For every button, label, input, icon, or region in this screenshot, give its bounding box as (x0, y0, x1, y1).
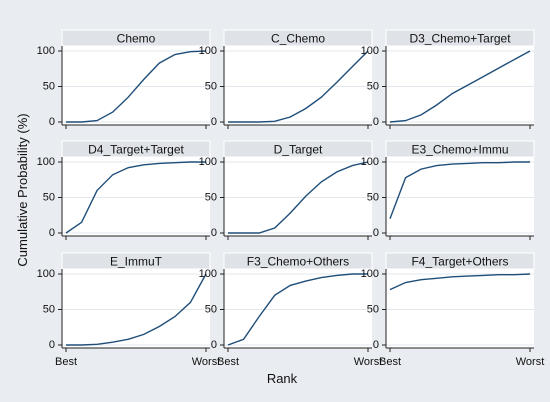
y-tick-label: 100 (199, 156, 217, 168)
panel: C_Chemo 0 50 100 (199, 29, 373, 129)
y-tick-label: 0 (49, 227, 55, 239)
x-axis-title: Rank (267, 371, 298, 386)
panel-title: F3_Chemo+Others (247, 255, 349, 269)
plot-area (224, 269, 372, 348)
y-tick-label: 50 (43, 303, 55, 315)
panel-title: D3_Chemo+Target (409, 32, 511, 46)
y-tick-label: 50 (367, 80, 379, 92)
y-tick-label: 50 (205, 303, 217, 315)
y-tick-label: 0 (373, 227, 379, 239)
panel: D_Target 0 50 100 (199, 140, 373, 240)
series-line (228, 50, 369, 123)
y-tick-label: 100 (199, 268, 217, 280)
y-tick-label: 0 (373, 339, 379, 351)
plot-area (224, 46, 372, 125)
y-axis-title: Cumulative Probability (%) (15, 113, 30, 266)
y-tick-label: 100 (37, 156, 55, 168)
y-tick-label: 100 (37, 45, 55, 57)
plot-area (386, 46, 534, 125)
panel: Chemo 0 50 100 (37, 29, 211, 129)
panel-title: E_ImmuT (110, 255, 163, 269)
x-tick-label-worst: Worst (354, 356, 383, 368)
panel-grid: Chemo 0 50 100 C_Chemo 0 50 100 D3_Chemo+Target 0… (37, 29, 545, 368)
y-tick-label: 100 (361, 268, 379, 280)
panel-title: Chemo (117, 32, 156, 46)
y-tick-label: 0 (211, 116, 217, 128)
y-tick-label: 50 (205, 191, 217, 203)
y-tick-label: 0 (49, 116, 55, 128)
series-line (66, 50, 207, 123)
y-tick-label: 50 (205, 80, 217, 92)
panel: D3_Chemo+Target 0 50 100 (361, 29, 535, 129)
panel: D4_Target+Target 0 50 100 (37, 140, 211, 240)
x-tick-label-worst: Worst (516, 356, 545, 368)
plot-area (62, 269, 210, 348)
panel-title: D4_Target+Target (88, 143, 184, 157)
y-tick-label: 0 (373, 116, 379, 128)
x-tick-label-best: Best (217, 356, 239, 368)
panel: E_ImmuT 0 50 100 Best Worst (37, 252, 221, 368)
panel-title: F4_Target+Others (411, 255, 508, 269)
y-tick-label: 50 (367, 303, 379, 315)
y-tick-label: 100 (199, 45, 217, 57)
x-tick-label-worst: Worst (192, 356, 221, 368)
series-line (228, 161, 369, 234)
plot-area (62, 46, 210, 125)
y-tick-label: 0 (211, 339, 217, 351)
plot-area (62, 157, 210, 236)
series-line (389, 50, 531, 123)
x-tick-label-best: Best (379, 356, 401, 368)
series-line (389, 273, 531, 291)
panel-title: D_Target (274, 143, 323, 157)
plot-area (224, 157, 372, 236)
y-tick-label: 50 (43, 191, 55, 203)
series-line (389, 161, 530, 220)
panel: E3_Chemo+Immu 0 50 100 (361, 140, 535, 240)
y-tick-label: 0 (49, 339, 55, 351)
x-tick-label-best: Best (55, 356, 77, 368)
y-tick-label: 100 (361, 45, 379, 57)
panel: F4_Target+Others 0 50 100 Best Worst (361, 252, 545, 368)
series-line (227, 273, 368, 346)
series-line (65, 161, 206, 234)
series-line (66, 273, 207, 346)
y-tick-label: 50 (367, 191, 379, 203)
panel-title: C_Chemo (271, 32, 325, 46)
y-tick-label: 100 (37, 268, 55, 280)
panel: F3_Chemo+Others 0 50 100 Best Worst (199, 252, 383, 368)
plot-area (386, 157, 534, 236)
plot-area (386, 269, 534, 348)
y-tick-label: 100 (361, 156, 379, 168)
y-tick-label: 50 (43, 80, 55, 92)
panel-title: E3_Chemo+Immu (411, 143, 508, 157)
y-tick-label: 0 (211, 227, 217, 239)
